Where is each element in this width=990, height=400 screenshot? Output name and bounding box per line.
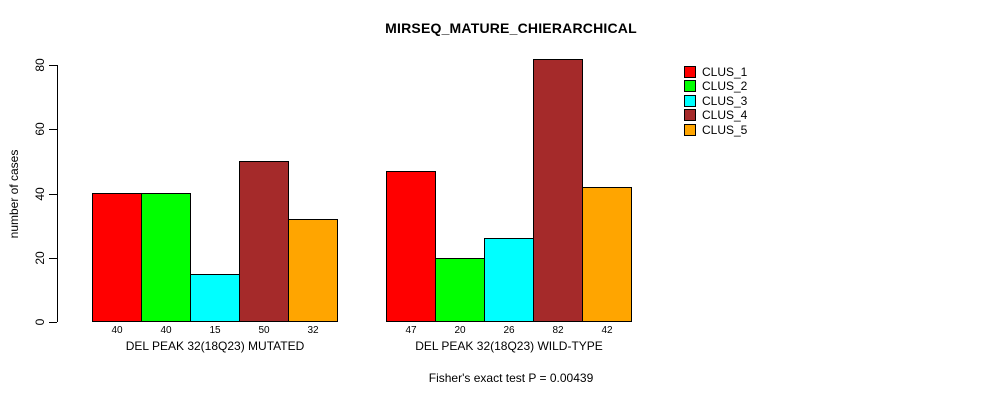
- legend-swatch-clus_1: [684, 66, 696, 78]
- bar-clus_1-group2: [386, 171, 436, 322]
- bar-clus_5-group2: [582, 187, 632, 322]
- legend-swatch-clus_4: [684, 109, 696, 122]
- legend-label-clus_4: CLUS_4: [702, 108, 748, 123]
- bar-clus_2-group2: [435, 258, 485, 322]
- bar-clus_5-group1: [288, 219, 338, 322]
- legend-label-clus_3: CLUS_3: [702, 93, 748, 108]
- bar-value-label: 32: [307, 325, 319, 336]
- category-label: DEL PEAK 32(18Q23) MUTATED: [125, 339, 305, 353]
- footer-note: Fisher's exact test P = 0.00439: [428, 371, 594, 385]
- bar-clus_4-group2: [533, 59, 583, 322]
- y-axis-tick-label: 80: [33, 58, 47, 72]
- y-axis-tick: [49, 194, 57, 195]
- y-axis-tick-label: 60: [33, 122, 47, 136]
- y-axis-tick: [49, 258, 57, 259]
- bar-value-label: 26: [503, 325, 515, 336]
- y-axis-line: [57, 65, 58, 322]
- bar-clus_3-group1: [190, 274, 240, 322]
- bar-clus_2-group1: [141, 193, 191, 322]
- bar-value-label: 82: [552, 325, 564, 336]
- bar-value-label: 47: [405, 325, 417, 336]
- bar-value-label: 42: [601, 325, 613, 336]
- category-label: DEL PEAK 32(18Q23) WILD-TYPE: [415, 339, 603, 353]
- y-axis-tick-label: 0: [33, 318, 47, 326]
- bar-clus_4-group1: [239, 161, 289, 322]
- bar-value-label: 40: [111, 325, 123, 336]
- legend-swatch-clus_5: [684, 123, 696, 136]
- legend-swatch-clus_3: [684, 94, 696, 107]
- bar-value-label: 50: [258, 325, 270, 336]
- y-axis-tick-label: 40: [33, 187, 47, 201]
- bar-value-label: 20: [454, 325, 466, 336]
- bar-value-label: 40: [160, 325, 172, 336]
- y-axis-tick: [49, 65, 57, 66]
- legend-label-clus_5: CLUS_5: [702, 122, 748, 137]
- bar-value-label: 15: [209, 325, 221, 336]
- legend-label-clus_2: CLUS_2: [702, 79, 748, 94]
- bar-clus_1-group1: [92, 193, 142, 322]
- y-axis-tick: [49, 322, 57, 323]
- chart-title: MIRSEQ_MATURE_CHIERARCHICAL: [385, 20, 637, 36]
- y-axis-tick-label: 20: [33, 251, 47, 265]
- legend-swatch-clus_2: [684, 80, 696, 93]
- y-axis-tick: [49, 129, 57, 130]
- bar-clus_3-group2: [484, 238, 534, 322]
- legend-label-clus_1: CLUS_1: [702, 65, 748, 79]
